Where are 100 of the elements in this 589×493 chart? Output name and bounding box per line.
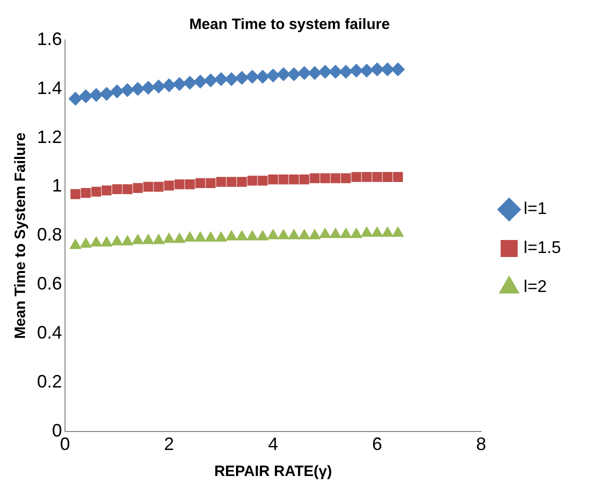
point [330, 173, 340, 184]
chart-title: Mean Time to system failure [189, 16, 390, 34]
legend-label: l=2 [524, 277, 547, 296]
point [90, 236, 102, 247]
point [276, 67, 290, 82]
y-tick-label: 1.2 [36, 126, 62, 147]
point [164, 180, 174, 190]
point [142, 234, 154, 244]
y-tick-label: 1.4 [36, 78, 62, 98]
point [234, 70, 249, 85]
point [277, 228, 290, 240]
point [340, 173, 351, 184]
point [184, 231, 196, 242]
point [162, 78, 176, 92]
point [120, 83, 134, 98]
point [320, 173, 330, 184]
point [266, 68, 280, 82]
point [91, 186, 102, 197]
y-axis-title: Mean Time to System Failure [12, 132, 30, 339]
point [70, 189, 80, 200]
point [132, 234, 144, 244]
y-tick-label: 0 [52, 420, 62, 440]
point [195, 178, 206, 188]
point [182, 76, 197, 90]
point [267, 228, 280, 240]
point [310, 173, 320, 184]
point [100, 236, 113, 247]
point [184, 179, 195, 190]
point [349, 64, 364, 78]
x-tick-label: 6 [372, 434, 382, 454]
point [360, 226, 373, 237]
x-tick-label: 4 [268, 434, 278, 454]
point [258, 176, 268, 186]
point [68, 92, 82, 106]
point [329, 227, 342, 238]
point [216, 176, 226, 187]
point [340, 227, 352, 238]
point [256, 70, 270, 84]
x-tick-label: 2 [164, 434, 174, 454]
point [154, 182, 164, 192]
point [204, 231, 217, 242]
y-tick-label: 1.6 [36, 28, 62, 49]
point [89, 88, 104, 102]
point [372, 172, 382, 182]
legend-label: l=1 [524, 199, 547, 218]
point [206, 178, 216, 188]
point [236, 176, 247, 187]
point [172, 77, 186, 92]
point [174, 179, 184, 190]
point [299, 174, 310, 184]
point [204, 73, 218, 88]
point [360, 64, 374, 78]
point [381, 226, 394, 237]
point [215, 231, 228, 242]
point [328, 64, 343, 79]
point [80, 188, 91, 198]
point [338, 64, 353, 79]
point [288, 228, 300, 240]
point [69, 238, 82, 249]
point [318, 64, 332, 79]
point [102, 185, 112, 196]
point [370, 62, 384, 76]
point [162, 232, 176, 243]
y-tick-label: 1 [52, 176, 62, 196]
point [308, 228, 321, 240]
point [245, 70, 260, 84]
legend-label: l=1.5 [524, 238, 562, 258]
x-axis-title: REPAIR RATE(γ) [214, 463, 332, 480]
point [382, 172, 392, 182]
point [224, 72, 238, 86]
point [78, 89, 93, 104]
point [390, 62, 405, 76]
point [143, 182, 154, 192]
point [351, 172, 362, 182]
point [225, 230, 238, 240]
point [298, 228, 310, 240]
point [297, 66, 312, 80]
point [110, 234, 124, 246]
y-tick-label: 0.8 [36, 224, 62, 245]
point [247, 176, 258, 186]
point [80, 237, 92, 248]
point [246, 230, 258, 240]
point [371, 226, 384, 237]
point [268, 174, 278, 184]
point [130, 82, 145, 96]
point [350, 227, 362, 238]
point [173, 232, 186, 243]
point [121, 234, 134, 246]
y-tick-label: 0.4 [36, 322, 62, 343]
point [278, 174, 288, 184]
y-tick-label: 0.6 [36, 274, 62, 294]
point [112, 184, 122, 194]
point [152, 234, 165, 244]
point [319, 227, 332, 238]
point [236, 230, 248, 240]
point [392, 172, 403, 182]
point [256, 230, 269, 240]
point [110, 84, 124, 98]
point [362, 172, 372, 182]
y-tick-label: 0.2 [36, 371, 62, 392]
